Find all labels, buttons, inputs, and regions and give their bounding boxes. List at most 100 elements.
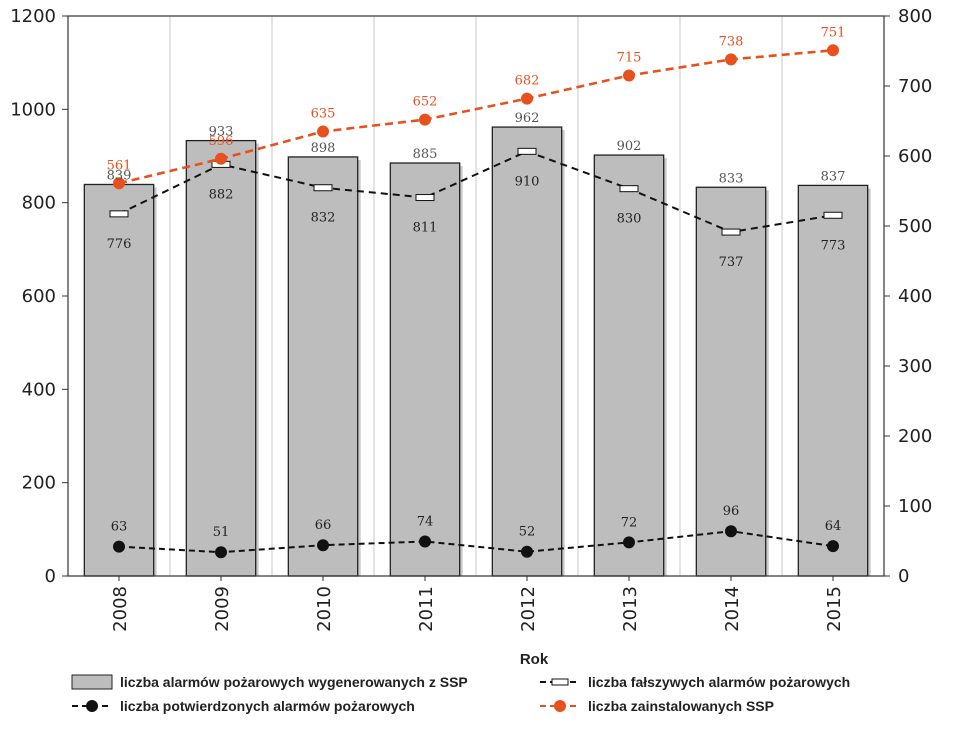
bar-value-label: 837 (821, 169, 846, 184)
data-labels: 839 933 898 885 962 902 833 837 776 882 832 811 910 8… (107, 25, 846, 540)
marker-installed-ssp (623, 69, 635, 82)
y-right-tick-label: 400 (898, 286, 932, 307)
bar (797, 184, 869, 577)
bar (695, 186, 767, 577)
marker-false-alarm (517, 147, 537, 155)
false-alarm-value-label: 882 (209, 187, 234, 202)
x-tick-label: 2008 (110, 586, 131, 632)
bar-value-label: 898 (311, 141, 336, 156)
marker-confirmed-alarm (725, 525, 737, 538)
legend-label: liczba fałszywych alarmów pożarowych (588, 674, 850, 690)
axes: 0 200 400 600 800 1000 1200 0 100 200 300 400 500 600… (10, 6, 932, 632)
bar-value-label: 962 (515, 111, 540, 126)
marker-false-alarm (823, 211, 843, 219)
installed-ssp-value-label: 561 (107, 158, 132, 173)
y-left-tick-label: 600 (22, 286, 56, 307)
marker-confirmed-alarm (521, 545, 533, 558)
x-tick-label: 2012 (518, 586, 539, 632)
y-left-tick-label: 1000 (10, 99, 56, 120)
false-alarm-value-label: 776 (107, 237, 132, 252)
installed-ssp-value-label: 738 (719, 34, 744, 49)
false-alarm-value-label: 910 (515, 174, 540, 189)
legend-label: liczba alarmów pożarowych wygenerowanych… (120, 674, 468, 690)
y-left-tick-label: 200 (22, 473, 56, 494)
x-tick-label: 2015 (824, 586, 845, 632)
installed-ssp-value-label: 652 (413, 95, 438, 110)
marker-confirmed-alarm (827, 540, 839, 553)
x-tick-label: 2009 (212, 586, 233, 632)
marker-confirmed-alarm (317, 539, 329, 552)
y-right-tick-label: 0 (898, 566, 909, 587)
marker-installed-ssp (419, 113, 431, 126)
y-right-tick-label: 300 (898, 356, 932, 377)
confirmed-alarm-value-label: 66 (315, 518, 332, 533)
marker-false-alarm (109, 210, 129, 218)
x-tick-label: 2011 (416, 586, 437, 632)
false-alarm-value-label: 773 (821, 238, 846, 253)
false-alarm-value-label: 832 (311, 211, 336, 226)
bar (185, 139, 257, 577)
legend-label: liczba zainstalowanych SSP (588, 698, 774, 714)
bar-value-label: 833 (719, 171, 744, 186)
bar (593, 154, 665, 577)
installed-ssp-value-label: 596 (209, 134, 234, 149)
y-right-tick-label: 600 (898, 146, 932, 167)
confirmed-alarm-value-label: 72 (621, 515, 638, 530)
confirmed-alarm-value-label: 64 (825, 519, 842, 534)
marker-installed-ssp (113, 177, 125, 190)
y-right-tick-label: 200 (898, 426, 932, 447)
y-left-tick-label: 400 (22, 379, 56, 400)
confirmed-alarm-value-label: 63 (111, 520, 128, 535)
line-series (109, 44, 843, 559)
installed-ssp-value-label: 635 (311, 107, 336, 122)
marker-installed-ssp (827, 44, 839, 57)
confirmed-alarm-value-label: 52 (519, 525, 536, 540)
x-axis-label: Rok (520, 651, 549, 668)
x-tick-label: 2010 (314, 586, 335, 632)
installed-ssp-value-label: 682 (515, 74, 540, 89)
confirmed-alarm-value-label: 74 (417, 514, 434, 529)
installed-ssp-value-label: 751 (821, 25, 846, 40)
marker-installed-ssp (215, 152, 227, 165)
y-right-tick-label: 500 (898, 216, 932, 237)
bar-series-generated-alarms (83, 126, 871, 577)
confirmed-alarm-value-label: 51 (213, 525, 230, 540)
y-right-tick-label: 100 (898, 496, 932, 517)
marker-installed-ssp (521, 92, 533, 105)
marker-installed-ssp (725, 53, 737, 66)
legend-swatch-bar (71, 674, 113, 690)
marker-confirmed-alarm (215, 546, 227, 559)
bar-value-label: 885 (413, 147, 438, 162)
marker-false-alarm (721, 228, 741, 236)
marker-false-alarm (619, 185, 639, 193)
marker-false-alarm (313, 184, 333, 192)
false-alarm-value-label: 737 (719, 255, 744, 270)
legend-swatch-marker (554, 700, 566, 712)
grid-lines (169, 16, 783, 576)
y-left-tick-label: 1200 (10, 6, 56, 27)
marker-confirmed-alarm (623, 536, 635, 549)
y-right-tick-label: 700 (898, 76, 932, 97)
legend-swatch-marker (86, 700, 98, 712)
false-alarm-value-label: 830 (617, 212, 642, 227)
bar (389, 162, 461, 577)
marker-false-alarm (415, 194, 435, 202)
line-false-alarms (118, 150, 834, 234)
marker-installed-ssp (317, 125, 329, 138)
false-alarm-value-label: 811 (413, 221, 438, 236)
line-installed-ssp (118, 49, 834, 185)
legend-swatch-marker (551, 678, 569, 686)
bar-value-label: 933 (209, 125, 234, 140)
x-tick-label: 2014 (722, 586, 743, 632)
installed-ssp-value-label: 715 (617, 51, 642, 66)
y-left-tick-label: 0 (45, 566, 56, 587)
confirmed-alarm-value-label: 96 (723, 504, 740, 519)
y-right-tick-label: 800 (898, 6, 932, 27)
y-left-tick-label: 800 (22, 193, 56, 214)
bar (491, 126, 563, 577)
legend-label: liczba potwierdzonych alarmów pożarowych (120, 698, 415, 714)
x-tick-label: 2013 (620, 586, 641, 632)
marker-confirmed-alarm (113, 540, 125, 553)
bar-value-label: 839 (107, 168, 132, 183)
